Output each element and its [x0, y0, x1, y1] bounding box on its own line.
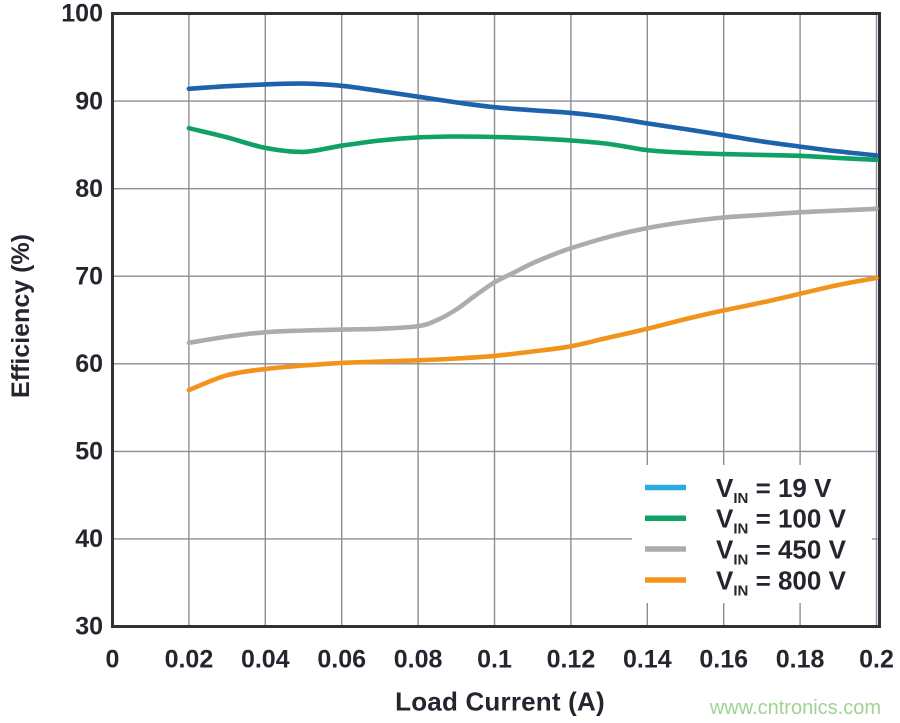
svg-text:0.12: 0.12	[547, 646, 596, 674]
svg-text:Efficiency (%): Efficiency (%)	[7, 234, 35, 398]
svg-text:0.18: 0.18	[776, 646, 825, 674]
svg-text:90: 90	[75, 87, 103, 115]
svg-text:100: 100	[61, 0, 103, 28]
svg-text:0.14: 0.14	[623, 646, 672, 674]
svg-text:0.02: 0.02	[165, 646, 214, 674]
svg-text:0.04: 0.04	[241, 646, 290, 674]
svg-text:40: 40	[75, 525, 103, 553]
svg-text:0.2: 0.2	[859, 646, 894, 674]
svg-text:50: 50	[75, 438, 103, 466]
svg-text:Load Current (A): Load Current (A)	[395, 687, 605, 717]
svg-text:www.cntronics.com: www.cntronics.com	[709, 697, 881, 719]
svg-text:80: 80	[75, 175, 103, 203]
svg-text:0.16: 0.16	[699, 646, 748, 674]
svg-text:30: 30	[75, 613, 103, 641]
svg-text:0.1: 0.1	[477, 646, 512, 674]
svg-text:0.08: 0.08	[394, 646, 443, 674]
svg-text:0: 0	[106, 646, 120, 674]
svg-text:60: 60	[75, 350, 103, 378]
svg-text:70: 70	[75, 262, 103, 290]
svg-text:0.06: 0.06	[317, 646, 366, 674]
